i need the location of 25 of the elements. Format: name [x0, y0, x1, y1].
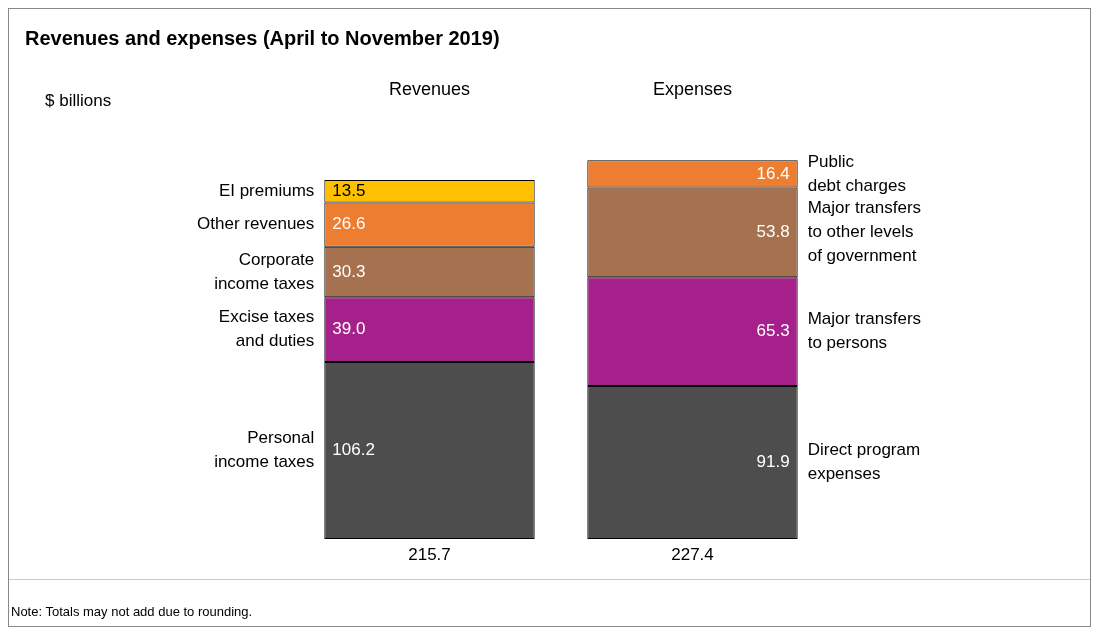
chart-title: Revenues and expenses (April to November 2019) [25, 26, 500, 49]
x-tick-label: Revenues [388, 78, 471, 99]
total-label: 227.4 [671, 545, 714, 565]
data-label: 30.3 [332, 261, 366, 281]
data-label: 13.5 [332, 180, 366, 200]
data-label: 106.2 [332, 440, 375, 460]
text: Note: Totals may not add due to rounding. [11, 604, 254, 619]
series-label: Other revenues [197, 214, 315, 234]
series-label: Corporate income taxes [214, 249, 315, 293]
series-label: Direct program expenses [807, 440, 921, 484]
text: $ billions [45, 90, 112, 110]
series-label: Excise taxes and duties [218, 307, 315, 351]
data-label: 26.6 [332, 214, 366, 234]
data-label: 53.8 [756, 222, 790, 242]
data-label: 65.3 [756, 321, 790, 341]
x-tick-label: Expenses [652, 78, 733, 99]
series-label: EI premiums [218, 180, 315, 200]
series-label: Major transfers to persons [807, 309, 922, 353]
series-label: Public debt charges [807, 151, 906, 195]
series-label: Personal income taxes [214, 428, 315, 472]
series-label: Major transfers to other levels of government [807, 198, 922, 266]
data-label: 39.0 [332, 319, 366, 339]
total-label: 215.7 [408, 545, 451, 565]
data-label: 16.4 [756, 163, 790, 183]
data-label: 91.9 [756, 452, 790, 472]
